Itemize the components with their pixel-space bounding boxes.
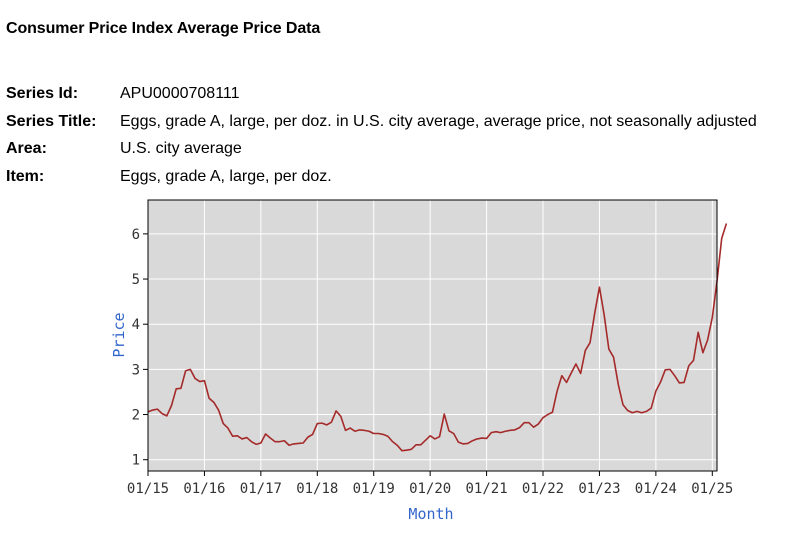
- y-tick-label: 4: [132, 317, 140, 333]
- series-title-value: Eggs, grade A, large, per doz. in U.S. c…: [120, 112, 757, 130]
- series-title-label: Series Title:: [6, 112, 97, 130]
- gridlines: [147, 200, 717, 471]
- y-tick-label: 2: [132, 408, 140, 424]
- series-id-row: Series Id: APU0000708111: [6, 80, 757, 108]
- x-tick-label: 01/19: [353, 481, 395, 497]
- series-id-label: Series Id:: [6, 85, 79, 102]
- area-row: Area: U.S. city average: [6, 135, 757, 163]
- item-value: Eggs, grade A, large, per doz.: [120, 167, 332, 185]
- x-tick-label: 01/24: [635, 481, 677, 497]
- x-tick-label: 01/20: [409, 481, 451, 497]
- x-tick-label: 01/18: [296, 481, 338, 497]
- price-chart: 1 2 3 4 5 6 01/15 01/16 01/17 01/18 01/19 01/20 01/2…: [110, 199, 733, 523]
- page-title: Consumer Price Index Average Price Data: [6, 20, 321, 37]
- x-axis-label: Month: [408, 505, 453, 523]
- y-tick-label: 6: [132, 227, 140, 243]
- x-tick-label: 01/17: [240, 481, 282, 497]
- area-value: U.S. city average: [120, 140, 242, 157]
- x-tick-label: 01/21: [466, 481, 508, 497]
- item-label: Item:: [6, 167, 45, 185]
- series-title-row: Series Title: Eggs, grade A, large, per …: [6, 108, 757, 136]
- y-tick-label: 5: [132, 272, 140, 288]
- y-tick-label: 1: [132, 453, 140, 469]
- y-axis-label: Price: [110, 312, 128, 357]
- x-tick-label: 01/23: [578, 481, 620, 497]
- item-row: Item: Eggs, grade A, large, per doz.: [6, 163, 757, 191]
- x-tick-label: 01/15: [127, 481, 169, 497]
- area-label: Area:: [6, 140, 47, 157]
- plot-frame: [147, 199, 718, 472]
- y-tick-label: 3: [132, 362, 140, 378]
- x-tick-label: 01/22: [522, 481, 564, 497]
- series-info: Series Id: APU0000708111 Series Title: E…: [6, 80, 757, 190]
- x-tick-label: 01/25: [691, 481, 733, 497]
- axis-ticks: 1 2 3 4 5 6 01/15 01/16 01/17 01/18 01/19 01/20 01/2…: [127, 227, 733, 497]
- x-tick-label: 01/16: [183, 481, 225, 497]
- series-id-value: APU0000708111: [120, 85, 240, 102]
- plot-area: [148, 200, 717, 471]
- price-series-line: [147, 223, 728, 452]
